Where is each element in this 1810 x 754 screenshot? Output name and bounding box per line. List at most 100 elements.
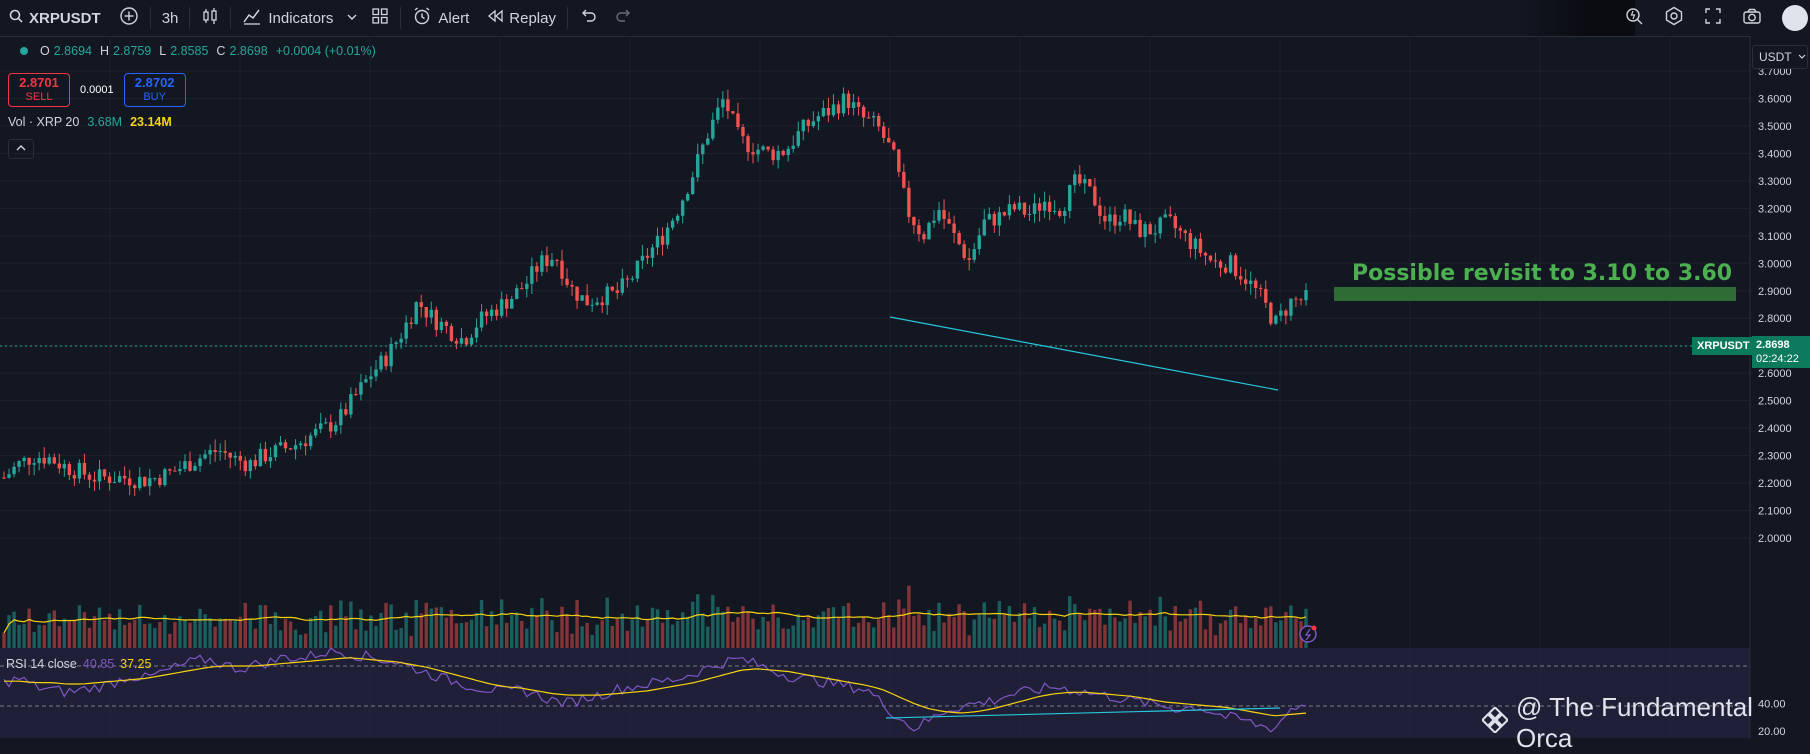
chart-annotation[interactable]: Possible revisit to 3.10 to 3.60 bbox=[1352, 261, 1733, 286]
price-axis[interactable] bbox=[1750, 36, 1810, 738]
compare-symbol-button[interactable] bbox=[110, 0, 148, 36]
volume-bar bbox=[223, 618, 227, 648]
support-trendline bbox=[889, 316, 1279, 391]
volume-bar bbox=[1148, 609, 1152, 648]
volume-bar bbox=[771, 604, 775, 648]
replay-button[interactable]: Replay bbox=[478, 0, 565, 36]
alert-label: Alert bbox=[438, 9, 470, 27]
rsi-legend: RSI 14 close 40.85 37.25 bbox=[6, 657, 151, 671]
candle-body bbox=[665, 227, 670, 245]
sell-button[interactable]: 2.8701 SELL bbox=[8, 73, 70, 107]
layout-button[interactable] bbox=[362, 0, 398, 36]
candle-body bbox=[922, 234, 926, 240]
settings-button[interactable] bbox=[1654, 0, 1694, 36]
volume-bar bbox=[1213, 635, 1218, 648]
volume-bar bbox=[1228, 609, 1233, 648]
candle-body bbox=[1017, 202, 1022, 210]
candle-body bbox=[1223, 267, 1228, 273]
volume-bar bbox=[575, 600, 579, 648]
currency-selector[interactable]: USDT bbox=[1752, 45, 1808, 69]
candle-body bbox=[414, 302, 418, 324]
volume-bar bbox=[670, 624, 675, 648]
volume-bar bbox=[127, 622, 132, 648]
volume-bar bbox=[645, 618, 650, 648]
volume-bar bbox=[57, 626, 61, 648]
volume-bar bbox=[1243, 616, 1248, 648]
candle-body bbox=[706, 138, 710, 145]
volume-label: Vol · XRP 20 bbox=[8, 115, 80, 129]
volume-bar bbox=[369, 615, 373, 648]
candle-body bbox=[1108, 214, 1112, 222]
volume-bar bbox=[731, 621, 735, 648]
price-chart[interactable]: 3.7000 3.6000 3.5000 3.4000 3.3000 3.2000 3.10… bbox=[0, 36, 1810, 738]
volume-bar bbox=[535, 616, 539, 648]
candle-body bbox=[193, 465, 197, 471]
interval-button[interactable]: 3h bbox=[153, 0, 188, 36]
candle-body bbox=[826, 107, 831, 116]
candle-body bbox=[288, 448, 293, 450]
snapshot-button[interactable] bbox=[1732, 0, 1772, 36]
lightning-icon[interactable] bbox=[1299, 625, 1317, 643]
indicators-label: Indicators bbox=[268, 9, 334, 27]
candle-body bbox=[469, 337, 474, 345]
volume-bar bbox=[680, 612, 685, 648]
volume-bar bbox=[887, 615, 891, 648]
candles-icon bbox=[201, 7, 219, 29]
toolbar-right-group bbox=[1614, 0, 1810, 36]
candle-body bbox=[1158, 217, 1162, 234]
alarm-clock-icon bbox=[412, 6, 432, 30]
volume-bar bbox=[329, 605, 333, 648]
candle-body bbox=[374, 369, 378, 377]
quick-search-button[interactable] bbox=[1614, 0, 1654, 36]
candle-body bbox=[595, 302, 599, 305]
price-tick-label: 3.2000 bbox=[1758, 203, 1792, 215]
candle-body bbox=[233, 455, 237, 458]
candle-body bbox=[1063, 210, 1067, 216]
volume-bar bbox=[319, 610, 323, 648]
volume-bar bbox=[665, 610, 670, 648]
indicators-button[interactable]: Indicators bbox=[233, 0, 342, 36]
alert-button[interactable]: Alert bbox=[403, 0, 478, 36]
symbol-search[interactable]: XRPUSDT bbox=[0, 0, 110, 36]
collapse-legend-button[interactable] bbox=[8, 139, 34, 159]
price-tick-label: 3.4000 bbox=[1758, 148, 1792, 160]
volume-bar bbox=[1103, 624, 1107, 648]
candle-body bbox=[897, 149, 901, 172]
volume-bar bbox=[806, 616, 811, 648]
grid-layout-icon bbox=[371, 7, 389, 29]
volume-bar bbox=[675, 621, 680, 648]
volume-bar bbox=[912, 616, 916, 648]
candle-body bbox=[1183, 230, 1188, 234]
volume-bar bbox=[469, 619, 474, 648]
chart-type-button[interactable] bbox=[192, 0, 228, 36]
candle-body bbox=[1254, 280, 1258, 288]
volume-bar bbox=[228, 620, 232, 648]
fullscreen-button[interactable] bbox=[1694, 0, 1732, 36]
candle-body bbox=[399, 338, 403, 343]
volume-bar bbox=[1093, 609, 1097, 648]
volume-bar bbox=[726, 606, 730, 648]
candle-body bbox=[535, 266, 539, 272]
volume-bar bbox=[303, 633, 308, 648]
volume-bar bbox=[193, 618, 197, 648]
redo-button[interactable] bbox=[606, 0, 642, 36]
buy-button[interactable]: 2.8702 BUY bbox=[123, 73, 186, 107]
volume-bar bbox=[1178, 621, 1183, 648]
volume-bar bbox=[253, 628, 258, 648]
candle-body bbox=[1289, 298, 1293, 316]
rsi-line bbox=[3, 647, 1307, 733]
candle-body bbox=[1238, 276, 1243, 280]
rsi-ma-line bbox=[4, 657, 1307, 717]
volume-bar bbox=[97, 607, 102, 648]
candle-body bbox=[424, 306, 428, 318]
candle-body bbox=[1153, 233, 1157, 235]
candle-body bbox=[409, 322, 413, 324]
volume-bar bbox=[967, 635, 971, 648]
indicators-dropdown[interactable] bbox=[342, 0, 362, 36]
volume-bar bbox=[1163, 616, 1167, 648]
volume-bar bbox=[263, 605, 268, 648]
replay-label: Replay bbox=[509, 9, 556, 27]
undo-button[interactable] bbox=[570, 0, 606, 36]
profile-button[interactable] bbox=[1772, 0, 1810, 36]
candle-body bbox=[640, 255, 645, 261]
